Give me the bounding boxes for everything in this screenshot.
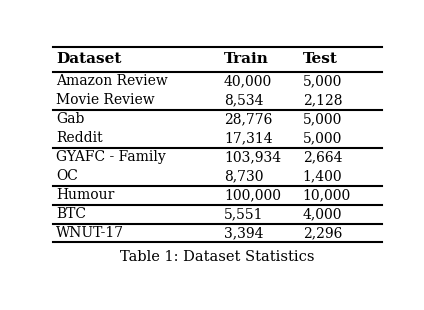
Text: BTC: BTC [56,207,86,221]
Text: 2,296: 2,296 [303,226,342,240]
Text: 8,730: 8,730 [224,169,263,183]
Text: Table 1: Dataset Statistics: Table 1: Dataset Statistics [120,250,315,264]
Text: Gab: Gab [56,112,85,126]
Text: 5,000: 5,000 [303,131,342,145]
Text: 5,000: 5,000 [303,112,342,126]
Text: OC: OC [56,169,78,183]
Text: Humour: Humour [56,188,114,202]
Text: Test: Test [303,52,338,66]
Text: Amazon Review: Amazon Review [56,74,168,88]
Text: 5,000: 5,000 [303,74,342,88]
Text: 40,000: 40,000 [224,74,272,88]
Text: 2,664: 2,664 [303,150,342,164]
Text: 5,551: 5,551 [224,207,263,221]
Text: WNUT-17: WNUT-17 [56,226,124,240]
Text: GYAFC - Family: GYAFC - Family [56,150,166,164]
Text: 4,000: 4,000 [303,207,342,221]
Text: 8,534: 8,534 [224,93,263,107]
Text: Train: Train [224,52,269,66]
Text: 2,128: 2,128 [303,93,342,107]
Text: 17,314: 17,314 [224,131,273,145]
Text: 1,400: 1,400 [303,169,342,183]
Text: Movie Review: Movie Review [56,93,155,107]
Text: 10,000: 10,000 [303,188,351,202]
Text: 3,394: 3,394 [224,226,263,240]
Text: Dataset: Dataset [56,52,122,66]
Text: Reddit: Reddit [56,131,103,145]
Text: 100,000: 100,000 [224,188,281,202]
Text: 28,776: 28,776 [224,112,272,126]
Text: 103,934: 103,934 [224,150,281,164]
